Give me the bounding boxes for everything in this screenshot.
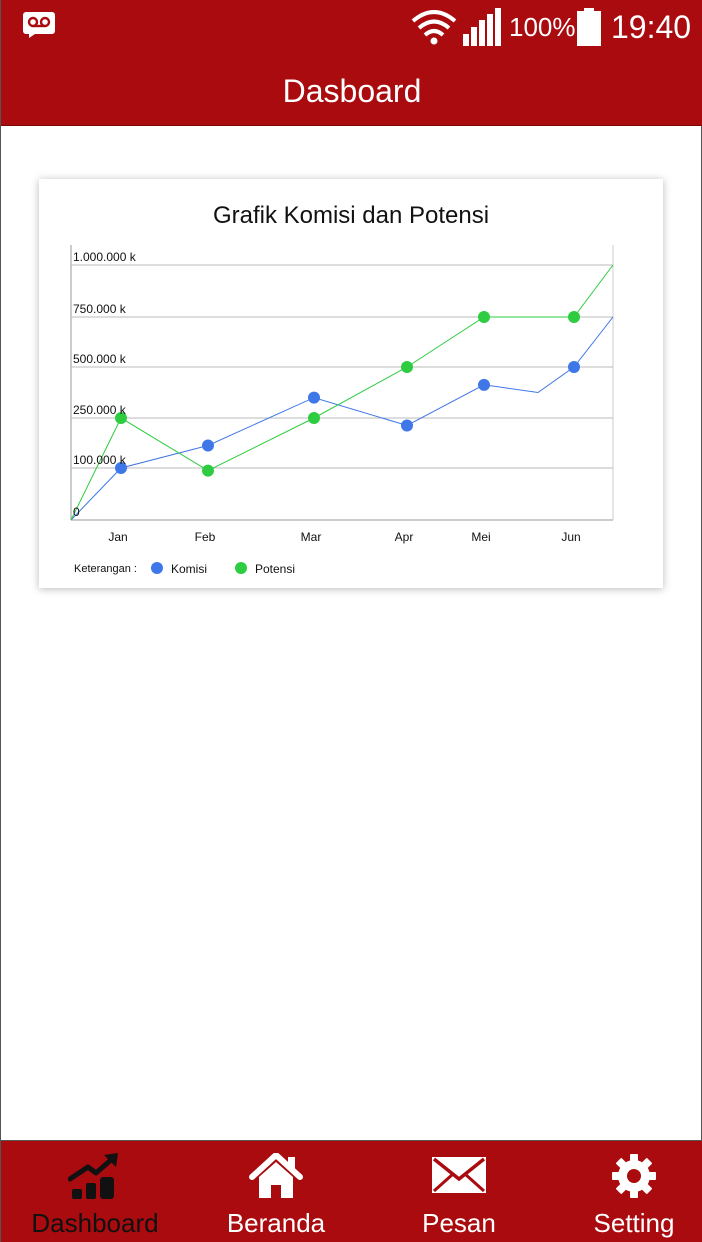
y-tick-label: 500.000 k bbox=[73, 352, 127, 366]
x-tick-label: Apr bbox=[395, 530, 414, 544]
nav-setting-label: Setting bbox=[593, 1208, 675, 1238]
nav-pesan[interactable]: Pesan bbox=[374, 1141, 544, 1242]
data-point-potensi bbox=[478, 311, 490, 323]
status-bar: 100% 19:40 bbox=[1, 0, 702, 56]
legend-label-potensi: Potensi bbox=[255, 562, 295, 576]
data-point-potensi bbox=[202, 464, 214, 477]
data-point-komisi bbox=[478, 378, 490, 391]
y-tick-label: 750.000 k bbox=[73, 302, 127, 316]
y-tick-label: 100.000 k bbox=[73, 453, 127, 467]
data-point-komisi bbox=[308, 391, 320, 404]
legend-caption: Keterangan : bbox=[74, 563, 137, 575]
data-point-komisi bbox=[401, 419, 413, 432]
page-title: Dasboard bbox=[282, 73, 422, 109]
nav-dashboard-label: Dashboard bbox=[31, 1208, 159, 1238]
data-point-potensi bbox=[568, 311, 580, 323]
legend-dot-potensi bbox=[235, 562, 247, 574]
y-tick-label: 250.000 k bbox=[73, 403, 127, 417]
nav-setting[interactable]: Setting bbox=[549, 1141, 702, 1242]
y-tick-label: 0 bbox=[73, 505, 80, 519]
chart-title: Grafik Komisi dan Potensi bbox=[213, 202, 489, 229]
x-tick-label: Mei bbox=[471, 530, 490, 544]
data-point-komisi bbox=[568, 361, 580, 373]
data-point-potensi bbox=[401, 361, 413, 373]
x-tick-label: Jun bbox=[561, 530, 580, 544]
wifi-icon bbox=[411, 10, 457, 51]
chart-card: Grafik Komisi dan Potensi 0 100.000 k 250.0… bbox=[39, 179, 663, 588]
nav-beranda-label: Beranda bbox=[226, 1208, 326, 1238]
signal-icon bbox=[463, 8, 503, 51]
nav-beranda[interactable]: Beranda bbox=[191, 1141, 361, 1242]
nav-pesan-label: Pesan bbox=[422, 1208, 496, 1238]
app-bar: Dasboard bbox=[1, 56, 702, 126]
battery-icon bbox=[577, 8, 601, 51]
data-point-potensi bbox=[115, 412, 127, 424]
nav-dashboard[interactable]: Dashboard bbox=[10, 1141, 180, 1242]
data-point-potensi bbox=[308, 412, 320, 424]
gear-icon bbox=[611, 1153, 657, 1204]
x-tick-label: Feb bbox=[195, 530, 216, 544]
chart-growth-icon bbox=[67, 1153, 122, 1204]
x-tick-label: Jan bbox=[108, 530, 127, 544]
clock: 19:40 bbox=[611, 9, 692, 45]
x-tick-label: Mar bbox=[301, 530, 322, 544]
battery-percentage: 100% bbox=[509, 12, 576, 42]
data-point-komisi bbox=[115, 462, 127, 474]
legend-dot-komisi bbox=[151, 562, 163, 574]
line-chart: Grafik Komisi dan Potensi 0 100.000 k 250.0… bbox=[70, 202, 614, 576]
data-point-komisi bbox=[202, 439, 214, 452]
voicemail-icon bbox=[23, 12, 55, 43]
home-icon bbox=[249, 1152, 303, 1204]
envelope-icon bbox=[431, 1153, 487, 1200]
legend-label-komisi: Komisi bbox=[171, 562, 207, 576]
y-tick-label: 1.000.000 k bbox=[73, 250, 137, 264]
series-line-potensi bbox=[70, 264, 614, 521]
bottom-navigation: Dashboard Beranda Pesan bbox=[1, 1140, 702, 1242]
